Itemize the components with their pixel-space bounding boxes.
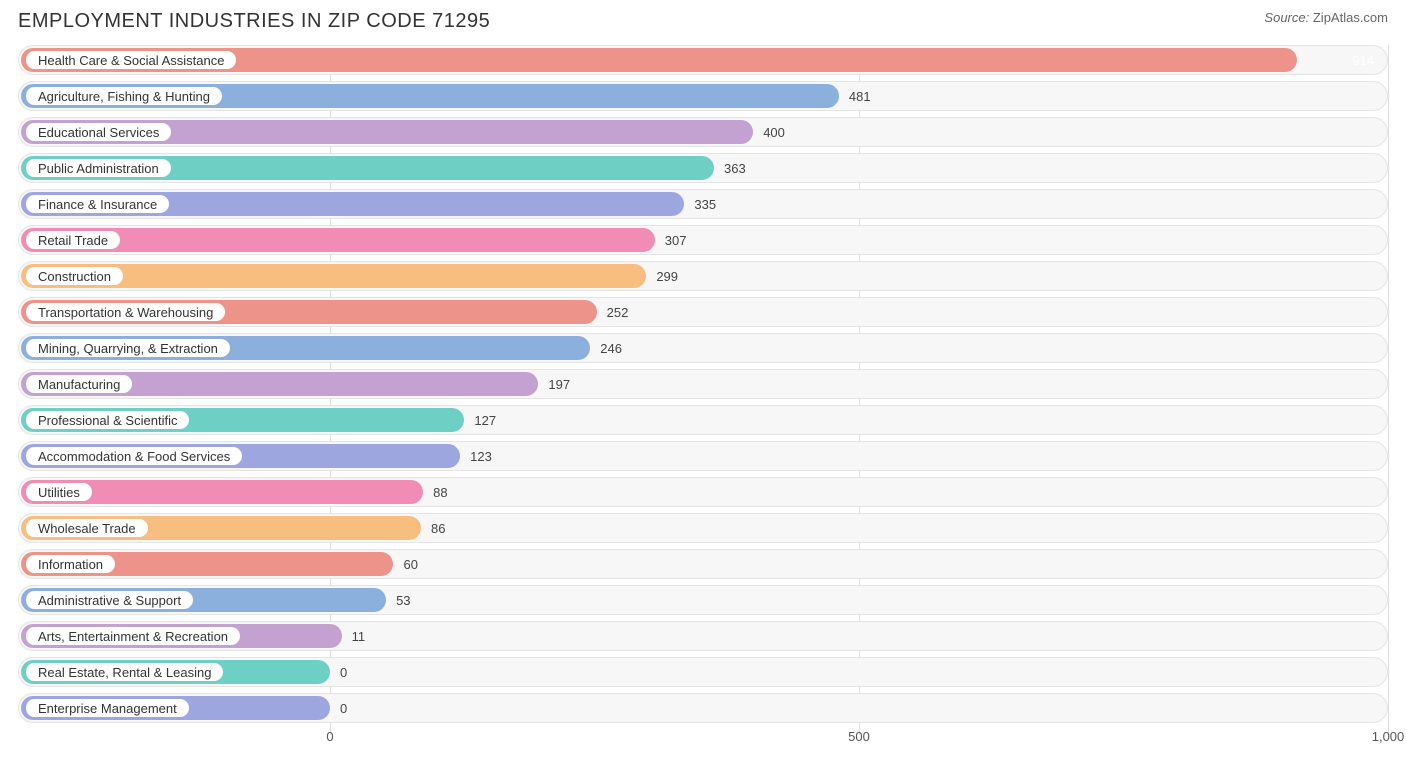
bar-value: 0: [340, 693, 347, 723]
bar-row: Educational Services 400: [18, 117, 1388, 147]
axis-tick: 500: [848, 729, 870, 744]
axis-tick: 0: [326, 729, 333, 744]
bar-label: Manufacturing: [25, 375, 132, 393]
bar-value: 0: [340, 657, 347, 687]
bar-label: Public Administration: [25, 159, 171, 177]
bar-value: 307: [665, 225, 687, 255]
bar-row: Agriculture, Fishing & Hunting 481: [18, 81, 1388, 111]
bar-label: Educational Services: [25, 123, 171, 141]
source-label: Source:: [1264, 10, 1309, 25]
bar-row: Manufacturing 197: [18, 369, 1388, 399]
bar-label: Arts, Entertainment & Recreation: [25, 627, 240, 645]
chart-title: EMPLOYMENT INDUSTRIES IN ZIP CODE 71295: [18, 10, 490, 33]
bar-label: Real Estate, Rental & Leasing: [25, 663, 223, 681]
bar-row: Transportation & Warehousing 252: [18, 297, 1388, 327]
bar-value: 53: [396, 585, 410, 615]
x-axis: 05001,000: [18, 729, 1388, 749]
bar-value: 252: [607, 297, 629, 327]
bar-row: Information 60: [18, 549, 1388, 579]
bar-label: Transportation & Warehousing: [25, 303, 225, 321]
bar-row: Arts, Entertainment & Recreation 11: [18, 621, 1388, 651]
bar-value: 197: [548, 369, 570, 399]
bar-row: Enterprise Management 0: [18, 693, 1388, 723]
bar-value: 363: [724, 153, 746, 183]
bar-row: Mining, Quarrying, & Extraction 246: [18, 333, 1388, 363]
bar-label: Finance & Insurance: [25, 195, 169, 213]
chart-area: Health Care & Social Assistance914 Agricu…: [18, 45, 1388, 755]
bars-container: Health Care & Social Assistance914 Agricu…: [18, 45, 1388, 723]
bar-row: Health Care & Social Assistance914: [18, 45, 1388, 75]
bar-row: Professional & Scientific 127: [18, 405, 1388, 435]
bar-value: 60: [403, 549, 417, 579]
bar-label: Utilities: [25, 483, 92, 501]
bar-label: Wholesale Trade: [25, 519, 148, 537]
bar-label: Retail Trade: [25, 231, 120, 249]
bar-label: Mining, Quarrying, & Extraction: [25, 339, 230, 357]
bar-row: Public Administration 363: [18, 153, 1388, 183]
bar-value: 914: [98, 45, 1374, 75]
chart-source: Source: ZipAtlas.com: [1264, 10, 1388, 25]
bar-value: 335: [694, 189, 716, 219]
bar-row: Accommodation & Food Services 123: [18, 441, 1388, 471]
bar-value: 481: [849, 81, 871, 111]
bar-row: Real Estate, Rental & Leasing 0: [18, 657, 1388, 687]
bar-value: 88: [433, 477, 447, 507]
bar-value: 127: [474, 405, 496, 435]
bar-label: Construction: [25, 267, 123, 285]
bar-row: Finance & Insurance 335: [18, 189, 1388, 219]
bar-row: Construction 299: [18, 261, 1388, 291]
bar-row: Wholesale Trade 86: [18, 513, 1388, 543]
bar-row: Administrative & Support 53: [18, 585, 1388, 615]
bar-label: Enterprise Management: [25, 699, 189, 717]
bar-row: Retail Trade 307: [18, 225, 1388, 255]
bar-value: 400: [763, 117, 785, 147]
bar-value: 246: [600, 333, 622, 363]
bar-label: Agriculture, Fishing & Hunting: [25, 87, 222, 105]
bar-label: Information: [25, 555, 115, 573]
chart-header: EMPLOYMENT INDUSTRIES IN ZIP CODE 71295 …: [18, 10, 1388, 33]
bar-value: 86: [431, 513, 445, 543]
gridline: [1388, 45, 1389, 735]
source-value: ZipAtlas.com: [1313, 10, 1388, 25]
bar-row: Utilities 88: [18, 477, 1388, 507]
bar-label: Administrative & Support: [25, 591, 193, 609]
bar-value: 299: [656, 261, 678, 291]
bar-label: Accommodation & Food Services: [25, 447, 242, 465]
bar-value: 11: [352, 621, 366, 651]
bar-value: 123: [470, 441, 492, 471]
axis-tick: 1,000: [1372, 729, 1405, 744]
bar-label: Professional & Scientific: [25, 411, 189, 429]
